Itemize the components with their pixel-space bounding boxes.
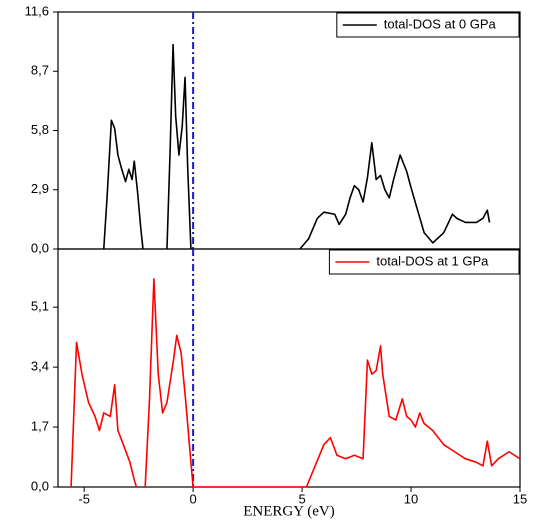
legend-label: total-DOS at 0 GPa — [384, 16, 497, 31]
data-line — [102, 43, 491, 250]
x-tick-label: 0 — [189, 491, 196, 506]
y-tick-label: 2,9 — [31, 181, 49, 196]
data-line — [70, 278, 521, 488]
y-tick-label: 5,1 — [31, 299, 49, 314]
x-tick-label: 10 — [404, 491, 418, 506]
y-tick-label: 5,8 — [31, 122, 49, 137]
x-tick-label: 5 — [298, 491, 305, 506]
plot-frame — [57, 11, 521, 250]
x-tick-label: -5 — [78, 491, 90, 506]
y-tick-label: 0,0 — [31, 240, 49, 255]
y-tick-label: 1,7 — [31, 418, 49, 433]
y-tick-label: 3,4 — [31, 359, 49, 374]
y-tick-label: 0,0 — [31, 478, 49, 493]
y-tick-label: 11,6 — [25, 3, 49, 18]
x-tick-label: 15 — [513, 491, 527, 506]
y-tick-label: 8,7 — [31, 63, 49, 78]
legend-label: total-DOS at 1 GPa — [376, 253, 489, 268]
plot-frame — [57, 248, 521, 488]
x-axis-label: ENERGY (eV) — [243, 503, 335, 519]
